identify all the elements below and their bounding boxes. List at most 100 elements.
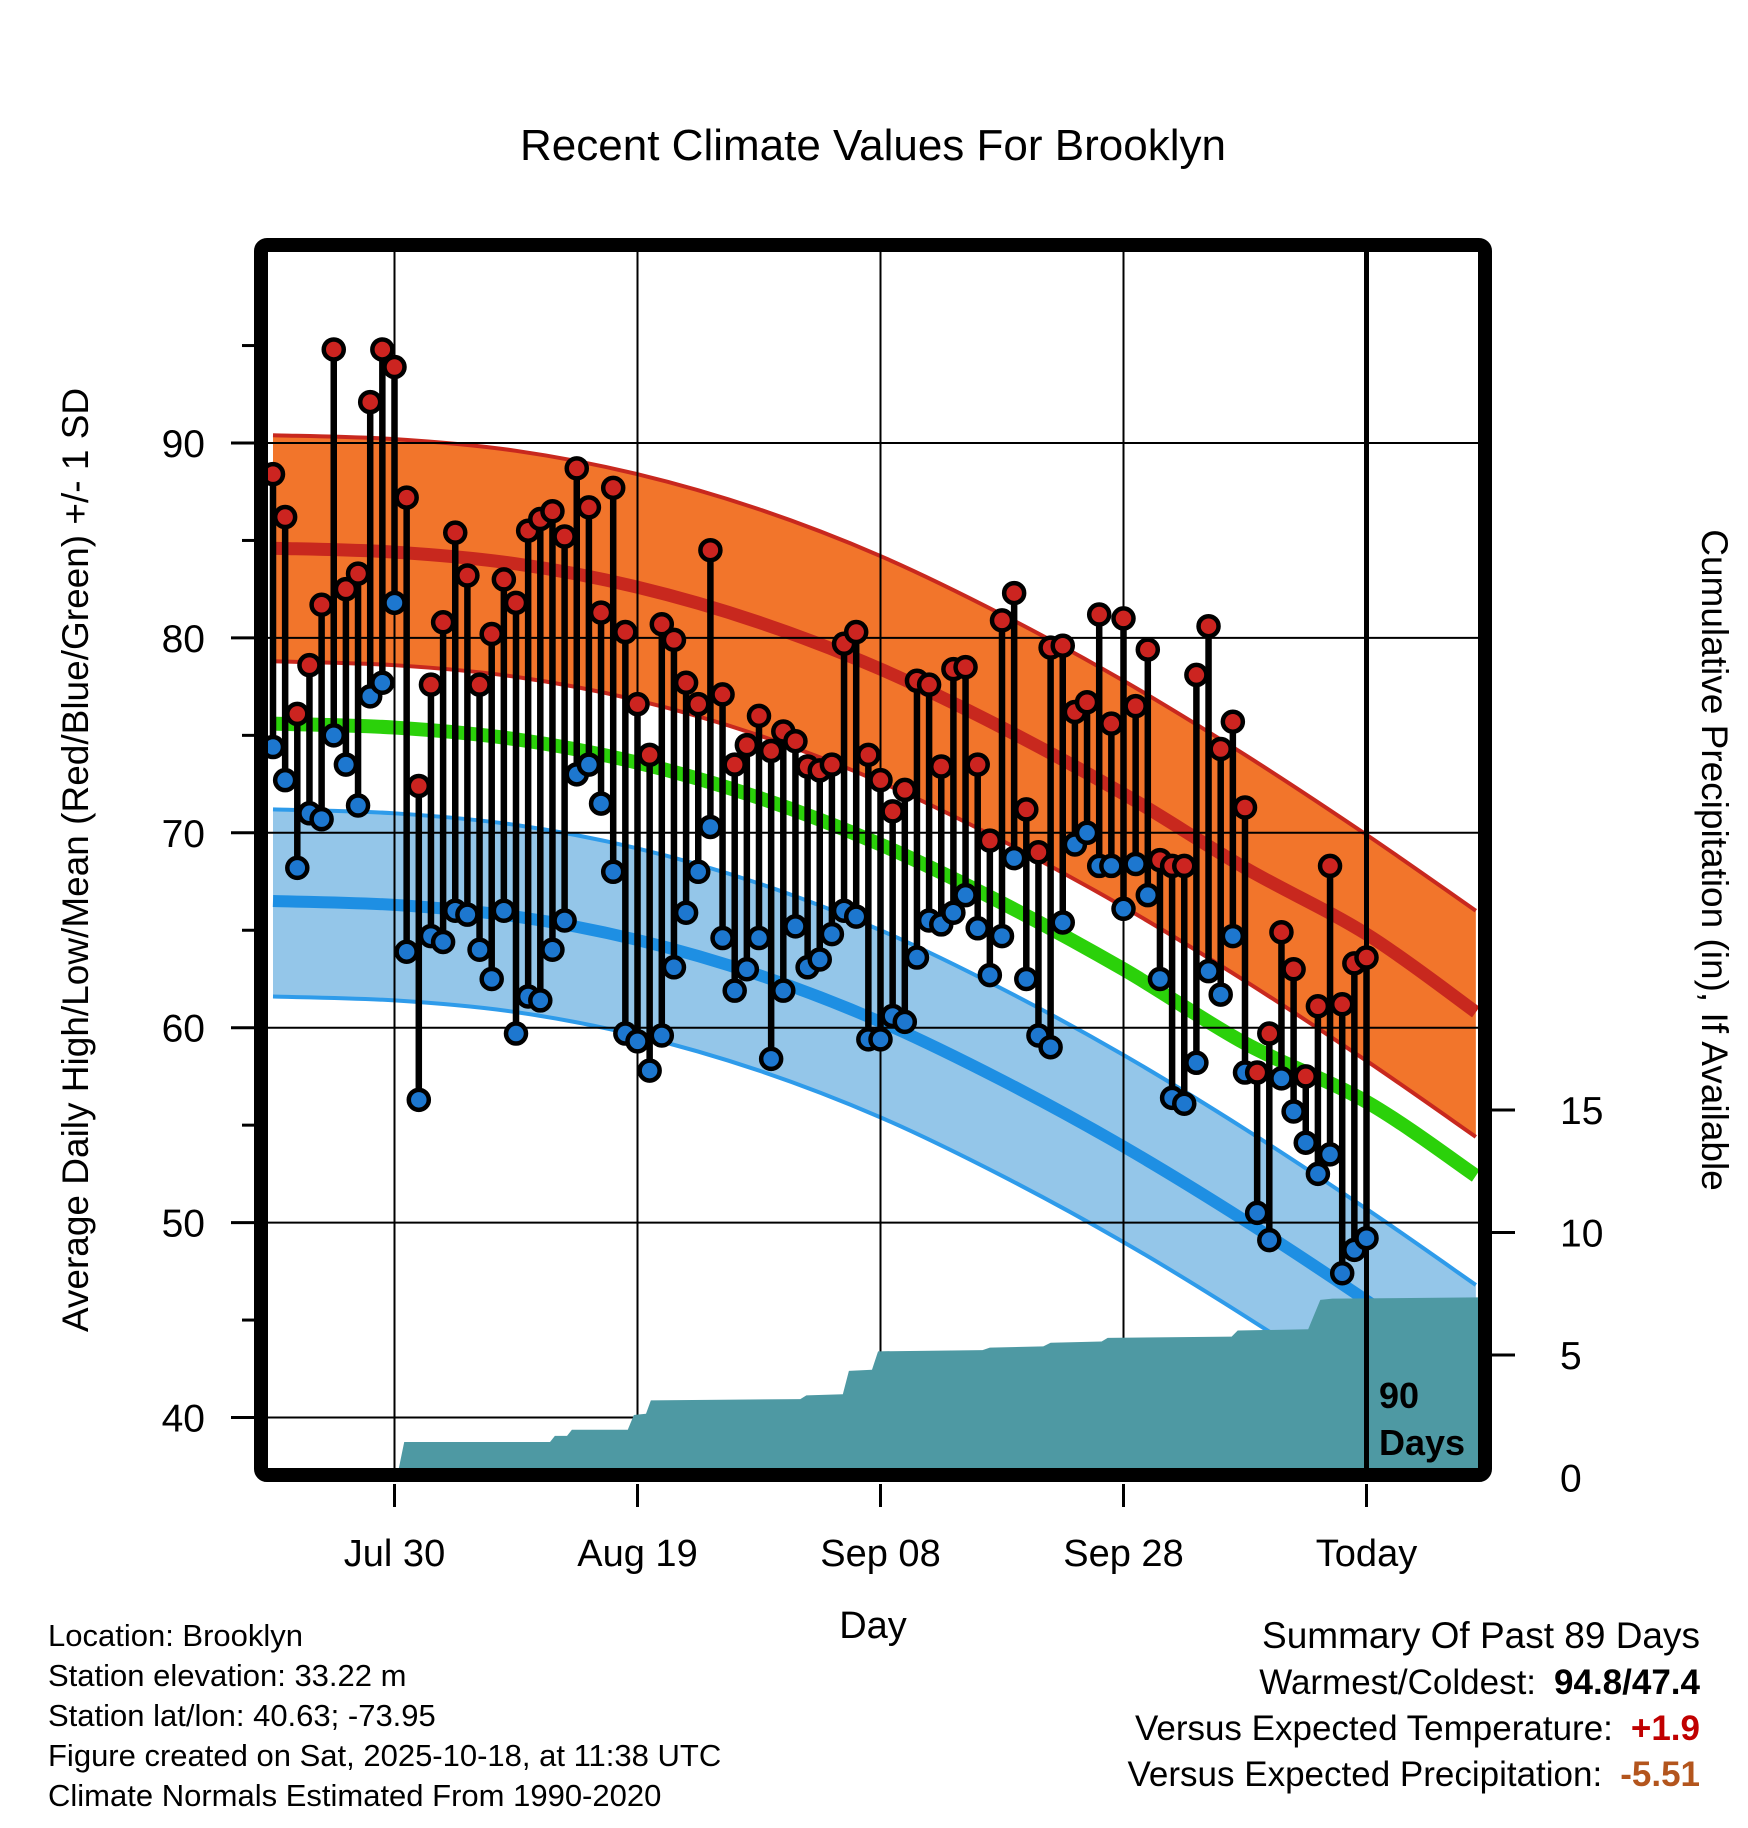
daily-lollipop [783, 728, 808, 939]
summary-warmest-coldest-label: Warmest/Coldest: [1259, 1663, 1536, 1702]
high-dot [661, 627, 687, 653]
high-dot [843, 619, 869, 645]
low-dot [1099, 853, 1124, 879]
low-dot [661, 955, 687, 980]
high-dot [625, 691, 650, 717]
low-dot [686, 859, 711, 885]
low-dot [321, 723, 346, 748]
low-dot [734, 956, 760, 982]
y-right-tick-label: 10 [1560, 1213, 1603, 1256]
high-dot [1329, 992, 1355, 1017]
daily-lollipop [1074, 689, 1100, 846]
ninety-days-label-1: 90 [1379, 1375, 1419, 1416]
high-dot [1257, 1021, 1282, 1046]
daily-lollipop [1111, 606, 1136, 922]
low-dot [868, 1027, 893, 1052]
daily-lollipop [1317, 853, 1343, 1167]
low-sd-band [273, 809, 1476, 1468]
low-dot [1354, 1225, 1379, 1251]
daily-lollipop [600, 475, 626, 885]
high-dot [479, 621, 504, 647]
low-dot [746, 925, 772, 951]
daily-lollipop [1305, 994, 1331, 1187]
high-dot [540, 498, 565, 524]
high-dot [297, 652, 322, 678]
ninety-days-marker: 90 Days [1364, 252, 1465, 1468]
low-dot [1001, 845, 1027, 871]
high-dot [370, 337, 395, 362]
daily-lollipop [309, 592, 334, 832]
high-dot [953, 654, 978, 680]
low-dot [989, 923, 1015, 949]
low-dot [600, 859, 626, 885]
daily-lollipop [698, 537, 723, 840]
daily-lollipop [491, 567, 517, 924]
high-dot [443, 520, 468, 545]
daily-lollipop [1232, 795, 1258, 1085]
daily-lollipop [479, 621, 504, 992]
daily-lollipop [406, 773, 432, 1113]
low-dot [1014, 966, 1039, 992]
low-dot [1123, 851, 1148, 877]
low-dot [382, 590, 407, 616]
low-dot [904, 945, 930, 970]
high-dot [649, 612, 675, 637]
high-dot [1172, 853, 1197, 879]
station-location: Location: Brooklyn [48, 1618, 303, 1653]
high-dot [868, 767, 893, 793]
high-dot [783, 728, 808, 754]
low-dot [1074, 820, 1100, 846]
low-dot [467, 937, 492, 962]
high-dot [1293, 1064, 1318, 1089]
y-left-tick-label: 80 [162, 618, 205, 661]
ninety-days-label-2: Days [1379, 1422, 1465, 1463]
low-dot [625, 1029, 650, 1054]
daily-lollipop [989, 608, 1015, 949]
daily-lollipop [297, 652, 322, 826]
y-left-tick-label: 50 [162, 1203, 205, 1246]
cumulative-precip-area [396, 1297, 1478, 1468]
low-dot [333, 752, 359, 777]
figure-created: Figure created on Sat, 2025-10-18, at 11… [48, 1738, 721, 1773]
high-dot [491, 567, 517, 592]
high-dot [1111, 606, 1136, 631]
low-dot [1269, 1066, 1294, 1091]
low-dot [345, 793, 371, 818]
low-dot [1111, 896, 1136, 922]
high-dot [916, 672, 942, 697]
daily-lollipop [1257, 1021, 1282, 1253]
low-dot [953, 882, 978, 908]
high-dot [309, 592, 334, 618]
x-tick-label: Aug 19 [577, 1533, 697, 1575]
high-dot [746, 703, 772, 729]
daily-lollipop [868, 767, 893, 1052]
high-dot [1220, 709, 1246, 734]
climate-normals-note: Climate Normals Estimated From 1990-2020 [48, 1778, 661, 1813]
high-dot [989, 608, 1015, 633]
high-dot [1269, 919, 1294, 945]
high-dot [285, 701, 310, 727]
high-dot [1244, 1060, 1270, 1085]
daily-lollipop [285, 701, 310, 881]
high-dot [1135, 637, 1161, 662]
daily-lollipop [965, 752, 990, 941]
low-dot [1050, 910, 1075, 935]
high-dot [613, 619, 638, 645]
high-dot [698, 537, 723, 563]
low-dot [1172, 1091, 1197, 1116]
high-dot [576, 495, 602, 520]
daily-lollipop [831, 631, 857, 924]
high-dot [1305, 994, 1331, 1019]
low-dot [892, 1009, 918, 1035]
daily-lollipop [1329, 992, 1355, 1286]
daily-lollipop [1001, 580, 1027, 871]
high-dot [1001, 580, 1027, 606]
daily-lollipop [1293, 1064, 1318, 1155]
low-dot [1220, 923, 1246, 949]
daily-lollipop [1196, 613, 1221, 984]
daily-lollipop [880, 799, 905, 1029]
high-dot [272, 504, 298, 530]
summary-vs-temperature-value: +1.9 [1631, 1709, 1700, 1748]
high-dot [1014, 797, 1039, 822]
daily-lollipop [528, 506, 553, 1013]
